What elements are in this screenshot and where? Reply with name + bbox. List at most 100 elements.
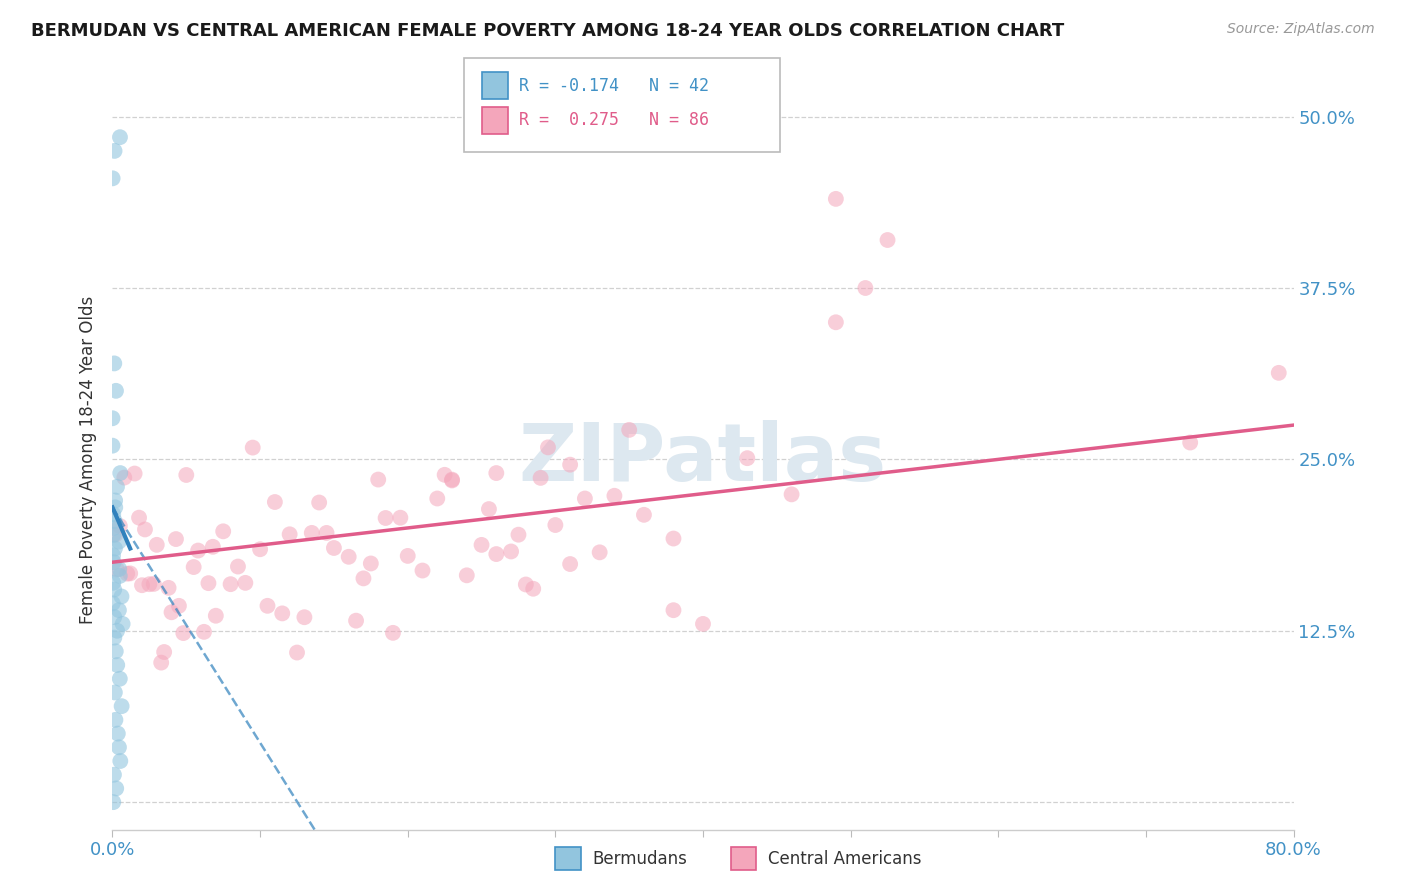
Point — [104, 644, 127, 658]
Point — [104, 527, 127, 541]
Point — [131, 578, 153, 592]
Point — [101, 549, 124, 563]
Point — [103, 610, 125, 624]
Point — [558, 458, 582, 472]
Point — [501, 544, 523, 558]
Point — [737, 451, 759, 466]
Point — [219, 577, 242, 591]
Point — [104, 493, 127, 508]
Point — [662, 532, 685, 546]
Point — [226, 559, 249, 574]
Point — [103, 144, 125, 158]
Point — [103, 631, 125, 645]
Point — [271, 607, 294, 621]
Point — [103, 356, 125, 370]
Point — [485, 466, 508, 480]
Point — [515, 577, 537, 591]
Point — [278, 527, 301, 541]
Point — [337, 549, 360, 564]
Point — [544, 518, 567, 533]
Point — [522, 582, 544, 596]
Y-axis label: Female Poverty Among 18-24 Year Olds: Female Poverty Among 18-24 Year Olds — [79, 295, 97, 624]
Point — [242, 441, 264, 455]
Point — [233, 575, 256, 590]
Point — [110, 754, 132, 768]
Point — [110, 466, 132, 480]
Point — [108, 562, 131, 576]
Text: Source: ZipAtlas.com: Source: ZipAtlas.com — [1227, 22, 1375, 37]
Point — [249, 542, 271, 557]
Point — [101, 596, 124, 610]
Point — [146, 538, 169, 552]
Point — [197, 576, 219, 591]
Point — [134, 523, 156, 537]
Point — [1178, 435, 1201, 450]
Text: R = -0.174   N = 42: R = -0.174 N = 42 — [519, 77, 709, 95]
Point — [174, 467, 197, 482]
Point — [101, 171, 124, 186]
Point — [876, 233, 898, 247]
Text: Bermudans: Bermudans — [592, 849, 686, 868]
Point — [128, 510, 150, 524]
Point — [111, 616, 134, 631]
Point — [103, 555, 125, 569]
Point — [101, 575, 124, 590]
Point — [396, 549, 419, 563]
Point — [256, 599, 278, 613]
Point — [470, 538, 494, 552]
Point — [108, 569, 131, 583]
Point — [108, 740, 131, 755]
Point — [485, 547, 508, 561]
Point — [780, 487, 803, 501]
Point — [165, 532, 187, 546]
Point — [193, 624, 215, 639]
Point — [103, 521, 125, 535]
Point — [301, 525, 323, 540]
Text: Central Americans: Central Americans — [768, 849, 921, 868]
Point — [824, 192, 846, 206]
Point — [153, 645, 176, 659]
Point — [588, 545, 610, 559]
Point — [382, 625, 405, 640]
Point — [150, 656, 173, 670]
Point — [574, 491, 596, 506]
Point — [292, 610, 315, 624]
Point — [104, 384, 127, 398]
Point — [105, 658, 128, 673]
Point — [160, 605, 183, 619]
Point — [104, 500, 127, 515]
Point — [124, 467, 146, 481]
Point — [855, 281, 877, 295]
Point — [104, 685, 127, 699]
Point — [105, 480, 128, 494]
Point — [183, 560, 205, 574]
Point — [108, 603, 131, 617]
Point — [633, 508, 655, 522]
Point — [352, 571, 374, 585]
Point — [1268, 366, 1291, 380]
Point — [367, 473, 389, 487]
Point — [537, 441, 560, 455]
Point — [389, 510, 412, 524]
Point — [105, 781, 128, 796]
Point — [187, 543, 209, 558]
Point — [212, 524, 235, 539]
Point — [120, 566, 142, 581]
Point — [201, 540, 224, 554]
Point — [426, 491, 449, 506]
Point — [105, 624, 128, 638]
Point — [103, 528, 125, 542]
Point — [433, 467, 456, 482]
Point — [108, 672, 131, 686]
Point — [529, 471, 551, 485]
Point — [441, 473, 464, 487]
Point — [103, 582, 125, 597]
Point — [104, 713, 127, 727]
Point — [108, 130, 131, 145]
Point — [308, 495, 330, 509]
Point — [117, 566, 138, 581]
Point — [108, 534, 131, 549]
Point — [101, 439, 124, 453]
Point — [315, 525, 337, 540]
Point — [508, 527, 530, 541]
